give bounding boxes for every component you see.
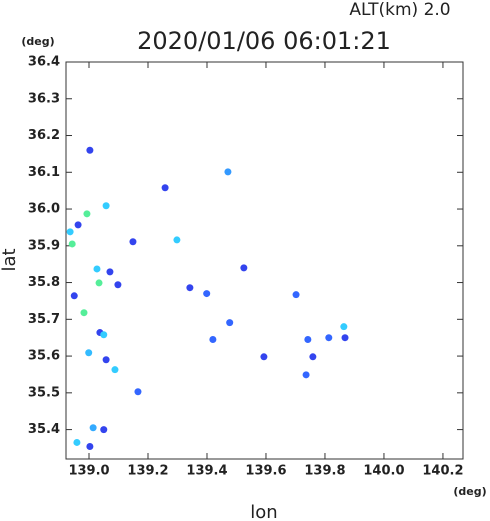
- y-tick-label: 35.6: [28, 349, 60, 364]
- echo-point: [203, 290, 211, 298]
- echo-point: [134, 388, 142, 396]
- echo-point: [309, 353, 317, 361]
- echo-point: [111, 366, 119, 374]
- echo-point: [73, 438, 81, 446]
- echo-point: [340, 323, 348, 331]
- echo-point: [304, 336, 312, 344]
- y-tick-label: 36.1: [28, 165, 60, 180]
- echo-point: [70, 292, 78, 300]
- echo-point: [83, 210, 91, 218]
- y-tick-label: 36.4: [28, 55, 60, 70]
- x-tick-label: 139.2: [127, 464, 168, 479]
- echo-point: [240, 264, 248, 272]
- echo-point: [325, 334, 333, 342]
- echo-point: [260, 353, 268, 361]
- echo-point: [74, 221, 82, 229]
- x-tick-label: 139.4: [186, 464, 227, 479]
- echo-point: [68, 240, 76, 248]
- y-axis-label: lat: [0, 248, 20, 271]
- echo-point: [209, 336, 217, 344]
- x-tick-label: 140.2: [422, 464, 463, 479]
- echo-point: [106, 268, 114, 276]
- y-tick-label: 36.3: [28, 91, 60, 106]
- echo-point: [89, 424, 97, 432]
- x-axis-label: lon: [250, 502, 277, 521]
- echo-point: [80, 309, 88, 317]
- echo-point: [100, 331, 108, 339]
- echo-point: [102, 356, 110, 364]
- echo-point: [85, 349, 93, 357]
- echo-point: [186, 284, 194, 292]
- y-tick-label: 35.7: [28, 312, 60, 327]
- echo-point: [341, 334, 349, 342]
- echo-point: [66, 228, 74, 236]
- echo-point: [100, 426, 108, 434]
- echo-point: [226, 319, 234, 327]
- echo-point: [129, 238, 137, 246]
- plot-frame: [65, 61, 464, 460]
- x-tick-label: 139.0: [68, 464, 109, 479]
- y-tick-label: 36.2: [28, 128, 60, 143]
- echo-point: [86, 146, 94, 154]
- y-tick-label: 35.8: [28, 275, 60, 290]
- x-tick-label: 140.0: [363, 464, 404, 479]
- x-tick-label: 139.6: [245, 464, 286, 479]
- echo-point: [173, 236, 181, 244]
- echo-point: [95, 279, 103, 287]
- echo-point: [161, 184, 169, 192]
- y-tick-label: 35.5: [28, 385, 60, 400]
- echo-point: [224, 168, 232, 176]
- y-unit: (deg): [21, 35, 54, 48]
- echo-point: [302, 371, 310, 379]
- x-tick-label: 139.8: [304, 464, 345, 479]
- echo-point: [86, 443, 94, 451]
- subtitle: ALT(km) 2.0: [349, 0, 450, 20]
- y-tick-label: 35.9: [28, 238, 60, 253]
- chart-title: 2020/01/06 06:01:21: [137, 27, 391, 55]
- y-tick-label: 35.4: [28, 422, 60, 437]
- x-unit: (deg): [453, 485, 486, 498]
- echo-point: [292, 291, 300, 299]
- echo-point: [102, 202, 110, 210]
- echo-point: [93, 265, 101, 273]
- y-tick-label: 36.0: [28, 202, 60, 217]
- echo-point: [114, 281, 122, 289]
